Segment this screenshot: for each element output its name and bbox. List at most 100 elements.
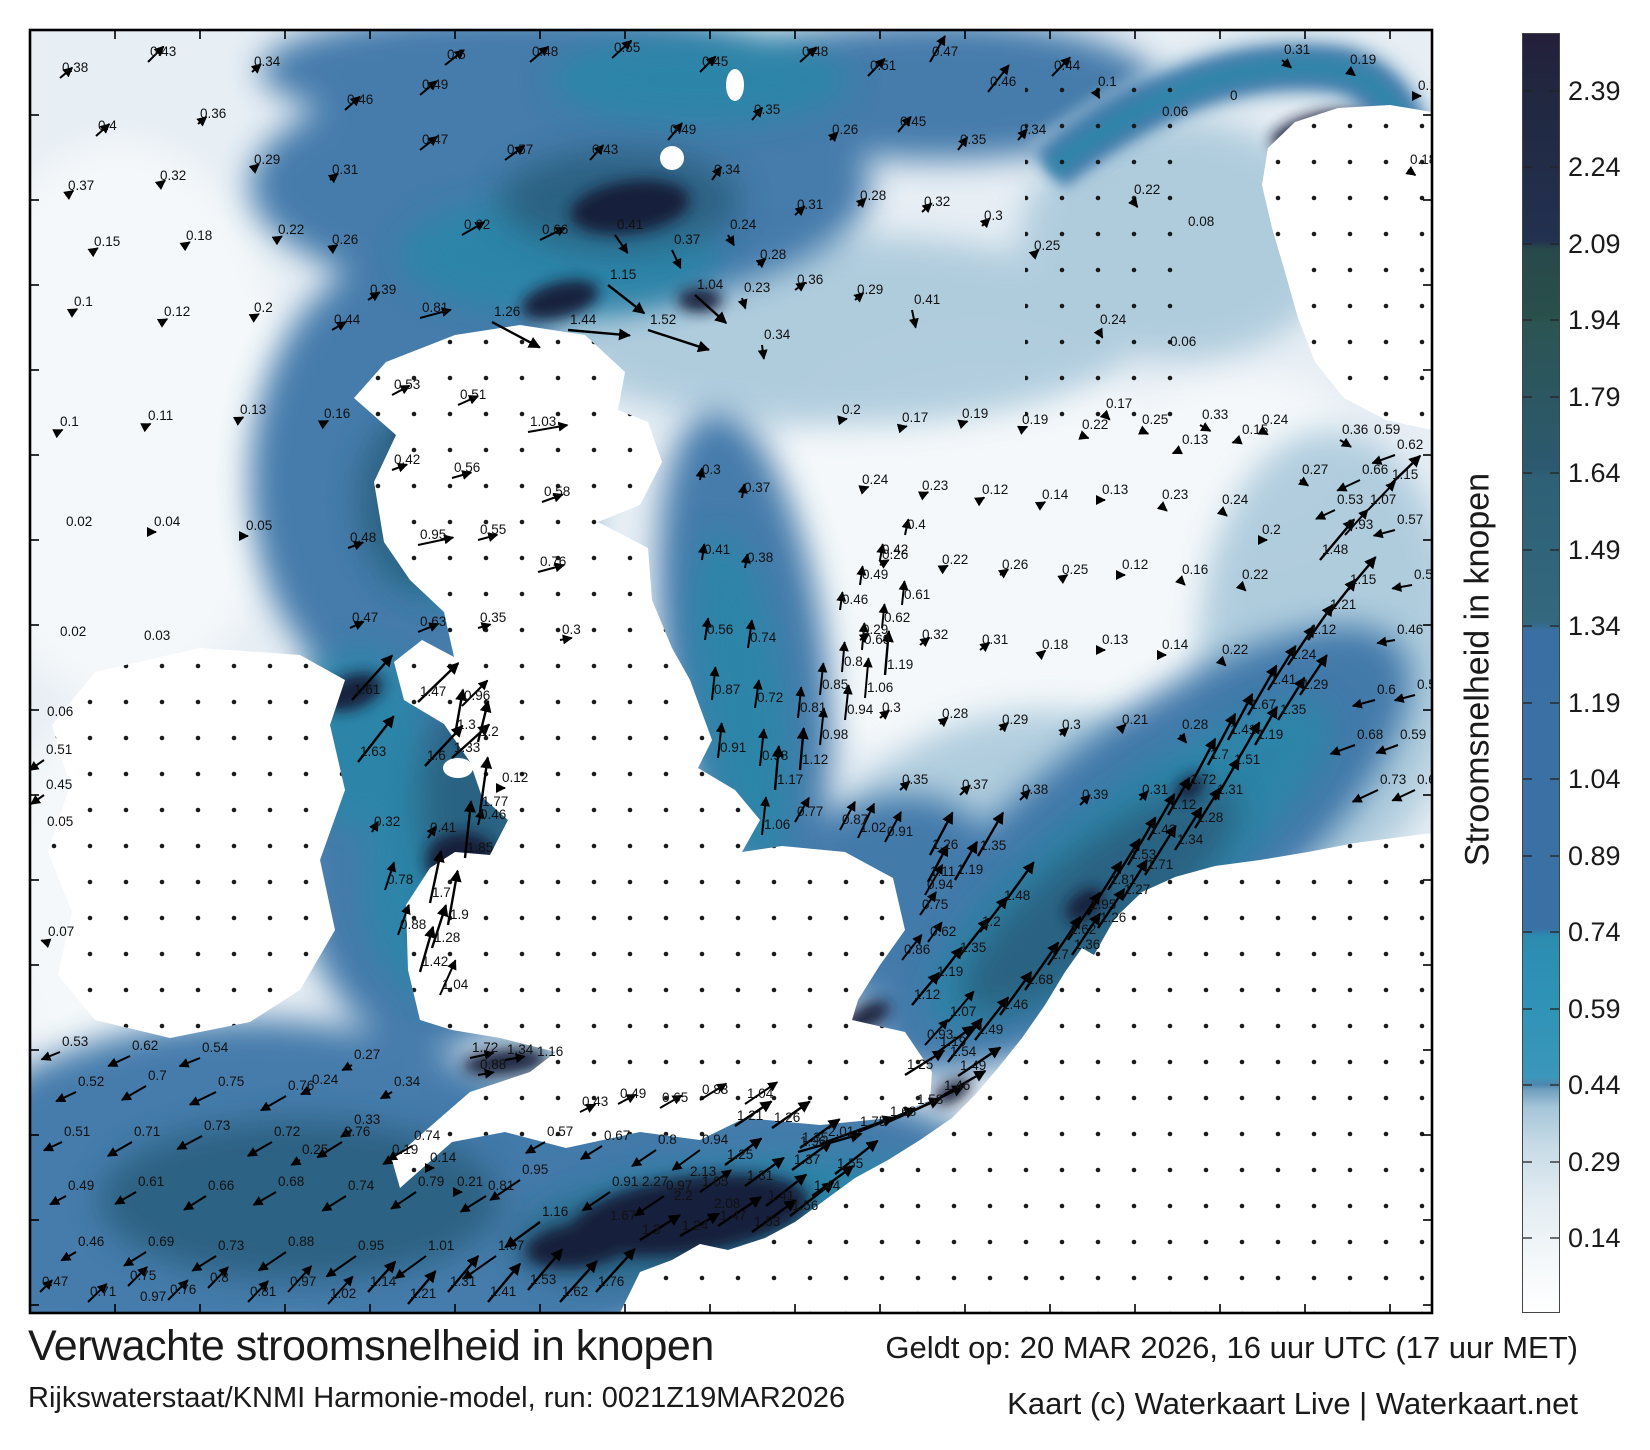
current-arrow: [647, 328, 711, 353]
current-speed-label: 1.48: [1322, 542, 1348, 557]
current-arrow: [1067, 891, 1101, 941]
current-speed-label: 0.93: [1347, 517, 1373, 532]
current-speed-label: 0.43: [150, 44, 176, 59]
current-speed-label: 0.02: [66, 514, 92, 529]
current-speed-label: 0.88: [480, 1057, 506, 1072]
current-arrow: [525, 1141, 546, 1154]
current-speed-label: 1.31: [1217, 782, 1243, 797]
current-arrow: [123, 1251, 147, 1267]
current-speed-label: 0.91: [887, 824, 913, 839]
colorbar-tick-mark: [1550, 1160, 1559, 1163]
current-arrow: [857, 1107, 917, 1134]
current-speed-label: 0.41: [914, 292, 940, 307]
current-arrow: [794, 796, 810, 823]
current-arrow: [246, 1141, 273, 1157]
current-speed-label: 1.34: [507, 1042, 534, 1057]
current-speed-label: 1.26: [1100, 910, 1126, 925]
current-arrow: [607, 284, 646, 315]
grid-dots-ireland: [48, 648, 345, 1038]
current-arrow: [698, 543, 708, 561]
current-arrow: [1047, 915, 1082, 966]
current-speed-label: 1.25: [727, 1147, 753, 1162]
current-speed-label: 1.76: [598, 1274, 624, 1289]
current-speed-label: 0.31: [982, 632, 1008, 647]
current-arrow: [487, 1262, 522, 1303]
current-speed-label: 1.12: [914, 987, 940, 1002]
current-speed-label: 0.24: [1222, 492, 1249, 507]
current-arrow: [1051, 56, 1071, 77]
current-arrow: [921, 202, 933, 214]
current-speed-label: 1.35: [802, 1130, 828, 1145]
current-speed-label: 0.88: [288, 1234, 314, 1249]
current-arrow: [957, 917, 990, 959]
current-arrow: [300, 1085, 312, 1096]
current-speed-label: 0.46: [347, 92, 373, 107]
current-arrow: [120, 1085, 147, 1101]
current-arrow: [1093, 327, 1104, 339]
current-speed-label: 1.47: [420, 684, 446, 699]
current-arrow: [937, 564, 949, 575]
current-speed-label: 0.53: [394, 377, 420, 392]
current-speed-label: 0.23: [744, 280, 770, 295]
current-speed-label: 1.41: [490, 1284, 516, 1299]
current-speed-label: 0.76: [540, 554, 566, 569]
current-arrow: [154, 179, 166, 190]
current-speed-label: 0.48: [350, 530, 376, 545]
current-speed-label: 0.31: [797, 197, 823, 212]
current-speed-label: 0.75: [130, 1268, 156, 1283]
current-arrow: [252, 1191, 277, 1206]
current-arrow: [290, 1156, 302, 1166]
current-speed-label: 0.47: [932, 44, 958, 59]
current-speed-label: 0.07: [48, 924, 74, 939]
current-speed-label: 1.12: [802, 752, 828, 767]
current-arrow: [671, 249, 682, 270]
current-speed-label: 0.98: [762, 748, 788, 763]
current-speed-label: 1.04: [747, 1086, 774, 1101]
current-speed-label: 1.47: [720, 1208, 746, 1223]
current-speed-label: 0.62: [1397, 437, 1423, 452]
current-arrow: [998, 721, 1009, 733]
current-speed-label: 0.29: [857, 282, 883, 297]
current-arrow: [394, 1255, 427, 1280]
grid-dots-continent: [620, 833, 1432, 1313]
current-speed-label: 0.48: [802, 44, 828, 59]
current-arrow: [1115, 723, 1127, 735]
current-speed-label: 0.13: [1102, 632, 1128, 647]
current-arrow: [167, 1279, 189, 1301]
current-arrow: [745, 619, 756, 649]
current-arrow: [947, 1017, 983, 1063]
current-arrow: [757, 728, 768, 767]
current-arrow: [191, 1255, 217, 1272]
current-arrow: [529, 45, 550, 63]
current-speed-label: 0.21: [1122, 712, 1148, 727]
grid-dots-calm-sea: [1025, 60, 1195, 430]
colorbar-tick-mark: [1523, 1007, 1532, 1010]
colorbar-tick-mark: [1523, 778, 1532, 780]
current-speed-label: 0.22: [1082, 417, 1108, 432]
current-arrow: [447, 1255, 480, 1293]
colorbar-tick-label: 1.04: [1568, 764, 1621, 794]
colorbar-gradient: [1522, 33, 1560, 1313]
current-speed-label: 0.26: [882, 547, 908, 562]
current-arrow: [1173, 806, 1203, 851]
current-speed-label: 0.51: [64, 1124, 90, 1139]
current-arrow: [367, 291, 381, 302]
current-arrow: [878, 559, 890, 569]
colorbar-tick-label: 0.59: [1568, 993, 1621, 1024]
current-arrow: [189, 1091, 217, 1106]
current-arrow: [428, 850, 445, 904]
current-arrow: [799, 46, 818, 63]
current-arrow: [446, 869, 462, 926]
valid-time: Geldt op: 20 MAR 2026, 16 uur UTC (17 uu…: [885, 1330, 1578, 1365]
current-arrow: [1339, 437, 1352, 448]
current-arrow: [1128, 196, 1139, 208]
current-arrow: [1266, 644, 1297, 691]
current-arrow: [250, 63, 262, 74]
current-arrow: [327, 1275, 354, 1305]
current-speed-label: 2.01: [828, 1124, 854, 1139]
current-arrow: [771, 1100, 811, 1129]
current-arrow: [699, 1082, 728, 1101]
current-arrow: [1344, 508, 1369, 536]
current-arrow: [926, 843, 949, 883]
current-arrow: [87, 247, 99, 258]
